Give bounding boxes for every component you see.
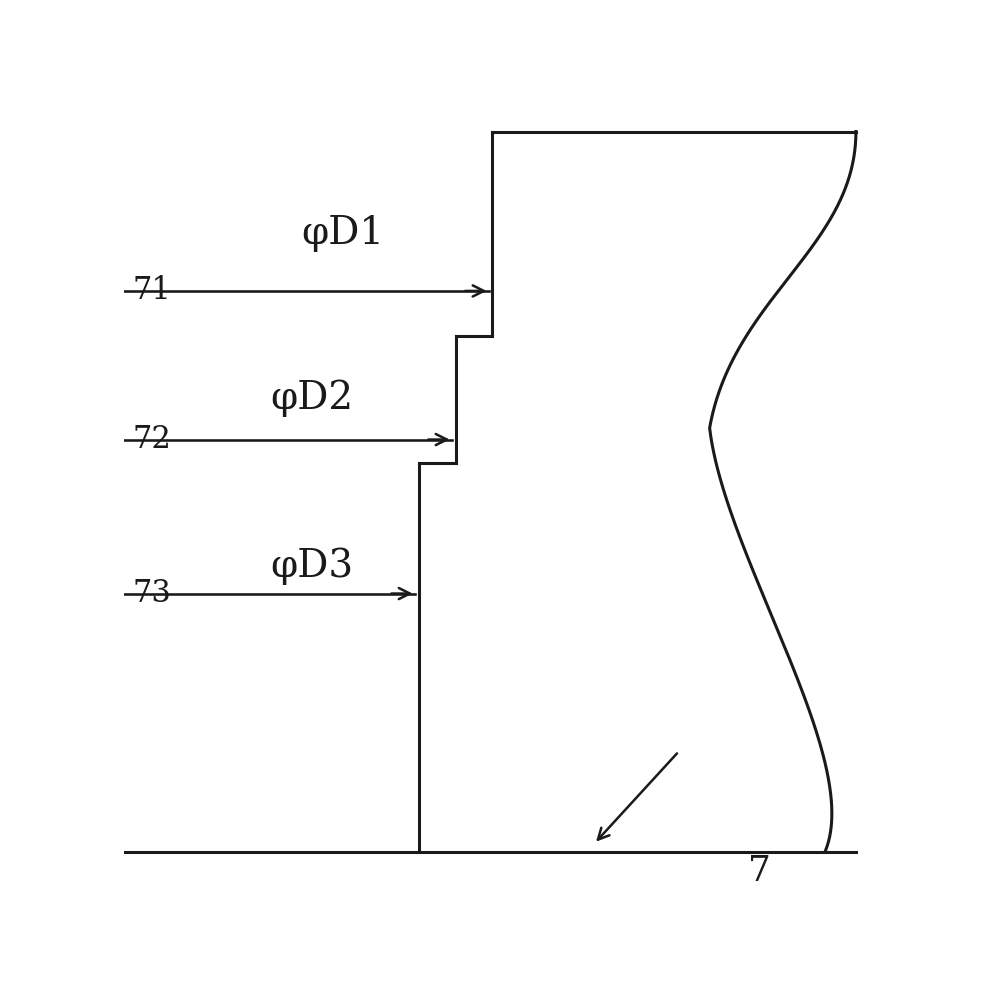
Text: 7: 7 bbox=[748, 854, 771, 888]
Text: φD2: φD2 bbox=[270, 380, 354, 417]
Text: 73: 73 bbox=[132, 578, 171, 609]
Text: φD1: φD1 bbox=[301, 215, 385, 252]
Text: 72: 72 bbox=[132, 424, 171, 455]
Text: φD3: φD3 bbox=[270, 548, 354, 585]
Text: 71: 71 bbox=[132, 275, 171, 306]
